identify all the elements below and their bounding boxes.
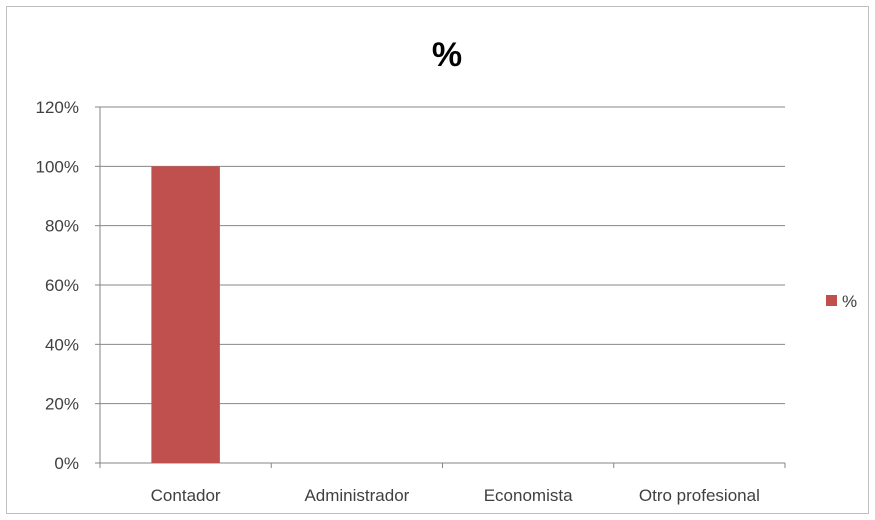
y-axis-ticks: 0% 20% 40% 60% 80% 100% 120%: [36, 98, 79, 473]
x-tick-label: Economista: [484, 486, 573, 505]
bar: [151, 166, 220, 464]
y-tick-label: 100%: [36, 157, 79, 176]
y-tick-label: 20%: [45, 395, 79, 414]
chart-frame: [6, 6, 869, 514]
x-tick-label: Otro profesional: [639, 486, 760, 505]
x-tick-label: Administrador: [304, 486, 409, 505]
chart-title: %: [432, 36, 462, 74]
y-tick-label: 80%: [45, 217, 79, 236]
x-tick-label: Contador: [151, 486, 221, 505]
y-tick-label: 60%: [45, 276, 79, 295]
legend: %: [826, 292, 857, 311]
y-tick-label: 0%: [54, 454, 79, 473]
x-axis: Contador Administrador Economista Otro prof…: [99, 463, 786, 505]
legend-label: %: [842, 292, 857, 311]
y-tick-label: 40%: [45, 335, 79, 354]
y-tick-label: 120%: [36, 98, 79, 117]
legend-swatch: [826, 295, 837, 306]
bars: [151, 166, 220, 464]
